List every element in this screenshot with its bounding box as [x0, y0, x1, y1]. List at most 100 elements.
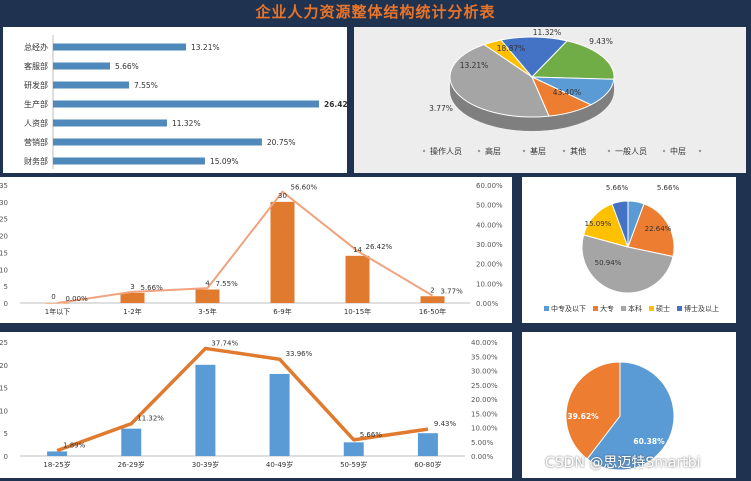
bar — [53, 100, 319, 108]
bar-value-label: 0 — [51, 293, 55, 301]
y-tick-right: 15.00% — [471, 410, 498, 418]
line-value-label: 33.96% — [286, 350, 313, 358]
y-tick-right: 60.00% — [476, 182, 503, 190]
y-tick-right: 30.00% — [476, 241, 503, 249]
x-tick-label: 26-29岁 — [118, 460, 145, 469]
y-tick-right: 35.00% — [471, 353, 498, 361]
legend-label: 本科 — [628, 304, 642, 313]
y-tick-right: 50.00% — [476, 202, 503, 210]
bar-value-label: 2 — [430, 286, 434, 294]
watermark: CSDN @思迈特Smartbi — [545, 455, 701, 471]
line-value-label: 0.00% — [66, 295, 89, 303]
y-tick-left: 25 — [0, 216, 8, 224]
page-title: 企业人力资源整体结构统计分析表 — [255, 3, 496, 21]
pie-slice — [530, 40, 615, 80]
legend-swatch — [677, 306, 682, 311]
pie-slice — [611, 200, 629, 248]
category-label: 客服部 — [24, 61, 48, 71]
legend-label: 硕士 — [656, 304, 670, 313]
x-tick-label: 50-59岁 — [340, 460, 367, 469]
pie-slice — [565, 361, 621, 460]
legend-label: 高层 — [485, 146, 501, 156]
y-tick-right: 5.00% — [471, 439, 494, 447]
data-label: 13.21% — [191, 43, 220, 52]
legend-marker — [562, 149, 566, 153]
legend-marker — [662, 149, 666, 153]
category-label: 研发部 — [24, 80, 48, 90]
x-tick-label: 16-50年 — [419, 307, 446, 316]
y-tick-left: 10 — [0, 266, 8, 274]
legend-swatch — [593, 306, 598, 311]
bar-value-label: 14 — [353, 246, 362, 254]
legend-label: 操作人员 — [430, 146, 462, 156]
line-value-label: 5.66% — [360, 431, 383, 439]
legend-swatch — [649, 306, 654, 311]
legend-label: 中层 — [670, 146, 686, 156]
category-label: 总经办 — [24, 42, 48, 52]
legend-label: 中专及以下 — [551, 304, 586, 313]
slice-label: 15.09% — [585, 220, 612, 228]
slice-label: 5.66% — [657, 184, 680, 192]
bar — [53, 119, 167, 127]
y-tick-left: 5 — [4, 283, 8, 291]
line-value-label: 1.89% — [63, 442, 86, 450]
seniority-combo-panel: 0 5 10 15 20 25 30 35 0.00% 10.00% 20.00% 30.00% 40.… — [0, 177, 512, 323]
bar — [343, 442, 364, 456]
bar — [47, 451, 68, 456]
age-combo-chart: 0 5 10 15 20 25 0.00% 5.00% 10.00% 15.00% 20.00% 25… — [0, 339, 498, 469]
education-pie-panel: 5.66% 22.64% 50.94% 15.09% 5.66% 中专及以下 大专 本科 硕士 博… — [522, 177, 736, 323]
bar — [420, 296, 445, 303]
slice-label: 13.21% — [460, 61, 489, 70]
y-tick-right: 40.00% — [471, 339, 498, 347]
bar-value-label: 30 — [278, 192, 287, 200]
y-tick-right: 20.00% — [476, 261, 503, 269]
y-tick-left: 15 — [0, 249, 8, 257]
pie-slice — [586, 361, 675, 471]
data-label: 11.32% — [172, 119, 201, 128]
pie-slice — [500, 36, 569, 78]
bar — [53, 157, 205, 165]
line-series — [56, 346, 429, 453]
line-value-label: 56.60% — [291, 184, 318, 192]
data-label: 7.55% — [134, 81, 158, 90]
pie-slice — [627, 203, 675, 258]
legend-marker — [477, 149, 481, 153]
bar — [45, 303, 70, 304]
category-label: 生产部 — [24, 99, 48, 109]
slice-label: 39.62% — [567, 412, 599, 421]
legend-marker — [607, 149, 611, 153]
education-pie-chart: 5.66% 22.64% 50.94% 15.09% 5.66% 中专及以下 大专 本科 硕士 博… — [544, 184, 719, 313]
data-label: 20.75% — [267, 138, 296, 147]
y-tick-left: 0 — [4, 453, 8, 461]
bar — [269, 373, 290, 456]
y-tick-left: 20 — [0, 362, 8, 370]
y-tick-right: 20.00% — [471, 396, 498, 404]
data-label: 26.42% — [324, 100, 347, 109]
legend-label: 博士及以上 — [684, 304, 719, 313]
y-tick-left: 25 — [0, 339, 8, 347]
y-tick-left: 20 — [0, 233, 8, 241]
bar — [53, 138, 262, 146]
slice-label: 43.40% — [553, 88, 582, 97]
slice-label: 3.77% — [429, 104, 453, 113]
legend-label: 大专 — [600, 304, 614, 313]
legend-swatch — [544, 306, 549, 311]
line-value-label: 26.42% — [366, 243, 393, 251]
data-label: 15.09% — [210, 157, 239, 166]
slice-label: 22.64% — [645, 225, 672, 233]
y-tick-right: 30.00% — [471, 368, 498, 376]
y-tick-left: 15 — [0, 385, 8, 393]
position-pie-chart: 43.40% 3.77% 13.21% 18.87% 11.32% 9.43% 操作人员 高层… — [422, 28, 702, 156]
line-value-label: 3.77% — [441, 288, 464, 296]
slice-label: 5.66% — [606, 184, 629, 192]
gender-pie-panel: 60.38% 39.62% — [522, 332, 736, 478]
x-tick-label: 1-2年 — [123, 307, 141, 316]
bar-value-label: 3 — [130, 283, 134, 291]
slice-label: 9.43% — [589, 37, 613, 46]
pie-slice — [449, 43, 550, 118]
y-tick-right: 10.00% — [476, 280, 503, 288]
position-pie-panel: 43.40% 3.77% 13.21% 18.87% 11.32% 9.43% 操作人员 高层… — [354, 27, 746, 173]
x-tick-label: 40-49岁 — [266, 460, 293, 469]
y-tick-left: 30 — [0, 199, 8, 207]
y-tick-right: 40.00% — [476, 221, 503, 229]
